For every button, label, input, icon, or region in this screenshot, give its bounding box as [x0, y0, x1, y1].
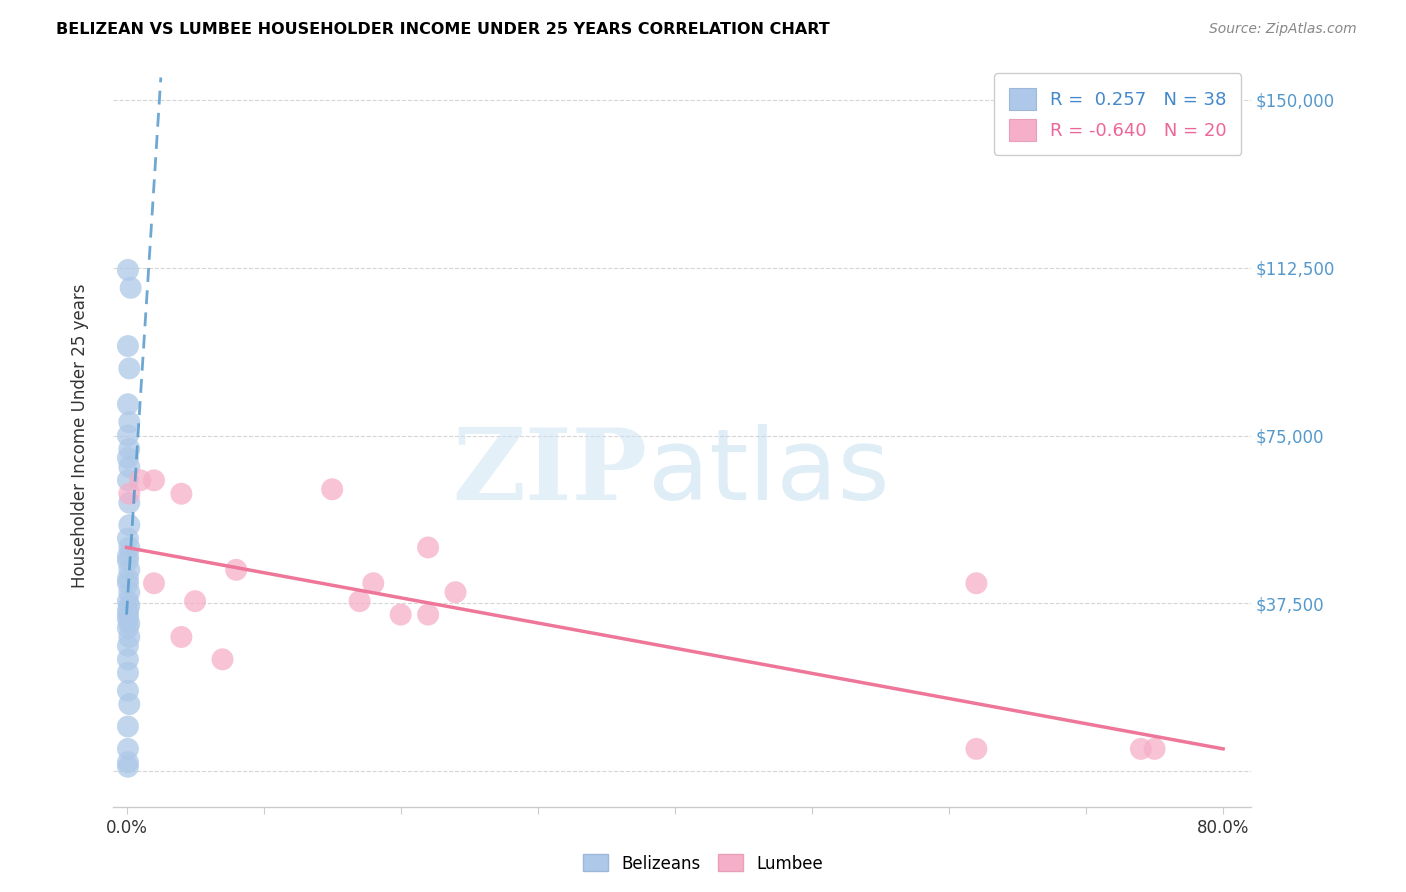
Legend: R =  0.257   N = 38, R = -0.640   N = 20: R = 0.257 N = 38, R = -0.640 N = 20	[994, 73, 1241, 155]
Point	[416, 607, 439, 622]
Point	[118, 496, 141, 510]
Point	[117, 603, 139, 617]
Point	[143, 576, 166, 591]
Point	[117, 450, 139, 465]
Point	[118, 630, 141, 644]
Point	[117, 594, 139, 608]
Point	[225, 563, 247, 577]
Point	[118, 415, 141, 429]
Point	[170, 630, 193, 644]
Point	[349, 594, 371, 608]
Text: Source: ZipAtlas.com: Source: ZipAtlas.com	[1209, 22, 1357, 37]
Point	[129, 473, 152, 487]
Point	[120, 281, 142, 295]
Point	[1143, 742, 1166, 756]
Point	[1129, 742, 1152, 756]
Point	[117, 428, 139, 442]
Point	[118, 599, 141, 613]
Point	[117, 473, 139, 487]
Point	[117, 554, 139, 568]
Point	[117, 339, 139, 353]
Point	[389, 607, 412, 622]
Point	[118, 459, 141, 474]
Point	[117, 612, 139, 626]
Point	[965, 742, 987, 756]
Point	[143, 473, 166, 487]
Text: atlas: atlas	[648, 425, 889, 521]
Point	[118, 442, 141, 456]
Point	[117, 760, 139, 774]
Point	[117, 652, 139, 666]
Point	[117, 742, 139, 756]
Point	[117, 572, 139, 586]
Text: BELIZEAN VS LUMBEE HOUSEHOLDER INCOME UNDER 25 YEARS CORRELATION CHART: BELIZEAN VS LUMBEE HOUSEHOLDER INCOME UN…	[56, 22, 830, 37]
Point	[416, 541, 439, 555]
Point	[118, 563, 141, 577]
Point	[118, 361, 141, 376]
Point	[965, 576, 987, 591]
Point	[118, 697, 141, 711]
Point	[117, 683, 139, 698]
Point	[117, 719, 139, 733]
Point	[118, 585, 141, 599]
Point	[170, 487, 193, 501]
Point	[211, 652, 233, 666]
Y-axis label: Householder Income Under 25 years: Householder Income Under 25 years	[72, 284, 89, 588]
Legend: Belizeans, Lumbee: Belizeans, Lumbee	[576, 847, 830, 880]
Text: ZIP: ZIP	[453, 425, 648, 521]
Point	[444, 585, 467, 599]
Point	[118, 487, 141, 501]
Point	[117, 549, 139, 564]
Point	[118, 518, 141, 533]
Point	[117, 621, 139, 635]
Point	[118, 541, 141, 555]
Point	[118, 616, 141, 631]
Point	[117, 263, 139, 277]
Point	[117, 607, 139, 622]
Point	[117, 532, 139, 546]
Point	[117, 756, 139, 770]
Point	[117, 397, 139, 411]
Point	[117, 665, 139, 680]
Point	[117, 639, 139, 653]
Point	[117, 576, 139, 591]
Point	[321, 483, 343, 497]
Point	[184, 594, 207, 608]
Point	[361, 576, 384, 591]
